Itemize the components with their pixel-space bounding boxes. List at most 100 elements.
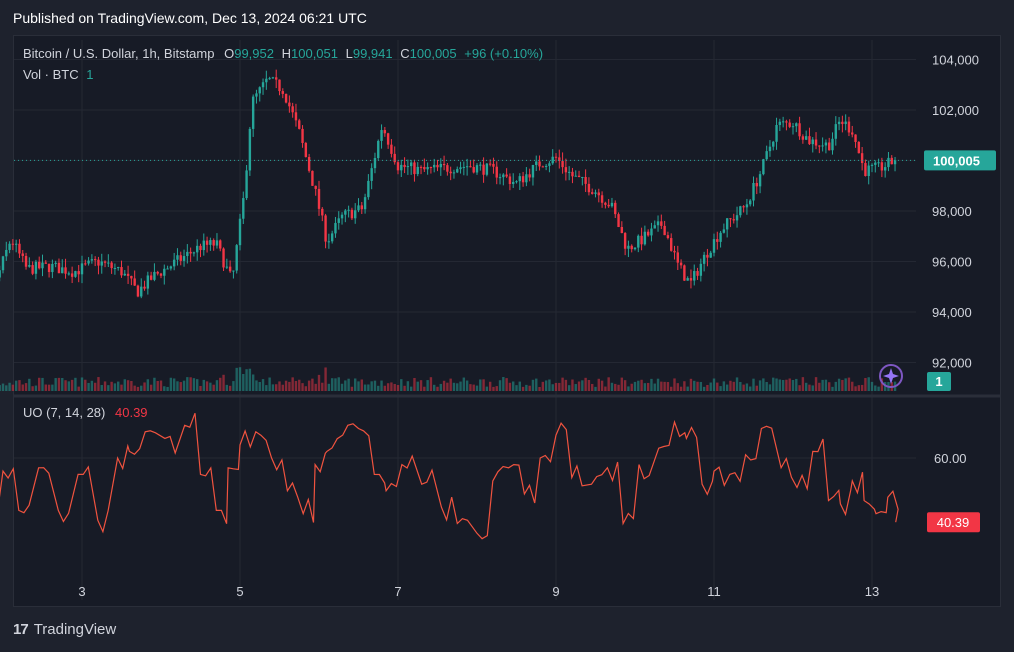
candle-body bbox=[235, 245, 238, 271]
candle-body bbox=[893, 160, 897, 165]
candle-body bbox=[255, 93, 258, 97]
volume-bar bbox=[449, 378, 452, 391]
candle-body bbox=[423, 166, 426, 170]
candle-body bbox=[28, 265, 31, 267]
candle-body bbox=[485, 163, 489, 175]
candle-body bbox=[304, 142, 308, 157]
volume-bar bbox=[492, 386, 495, 391]
candle-body bbox=[113, 268, 117, 270]
time-axis: 3 5 7 9 11 13 bbox=[78, 584, 879, 599]
candle-body bbox=[824, 142, 828, 146]
candle-body bbox=[808, 136, 811, 145]
volume-bar bbox=[472, 384, 475, 391]
symbol-title[interactable]: Bitcoin / U.S. Dollar, 1h, Bitstamp bbox=[23, 46, 215, 61]
candle-body bbox=[725, 218, 729, 230]
candle-body bbox=[429, 167, 433, 169]
volume-bar bbox=[567, 385, 571, 391]
candle-body bbox=[67, 273, 71, 275]
candle-body bbox=[205, 240, 209, 245]
volume-bar bbox=[617, 384, 620, 391]
candle-body bbox=[610, 202, 614, 207]
price-tick-label: 104,000 bbox=[932, 53, 979, 68]
candle-body bbox=[373, 158, 377, 169]
volume-bar bbox=[712, 378, 716, 391]
volume-bar bbox=[488, 381, 492, 391]
volume-bar bbox=[574, 384, 577, 391]
candle-body bbox=[146, 275, 150, 289]
volume-bar bbox=[354, 378, 357, 391]
volume-bar bbox=[600, 380, 604, 391]
volume-bar bbox=[544, 380, 548, 391]
candle-body bbox=[238, 218, 242, 246]
volume-bar bbox=[867, 377, 870, 391]
volume-bar bbox=[57, 377, 61, 391]
volume-bar bbox=[587, 380, 591, 391]
volume-bar bbox=[202, 379, 205, 391]
candle-body bbox=[143, 286, 146, 289]
volume-bar bbox=[38, 377, 41, 391]
oscillator-line bbox=[0, 412, 899, 540]
candle-body bbox=[31, 265, 34, 274]
volume-label[interactable]: Vol · BTC bbox=[23, 67, 79, 82]
volume-bar bbox=[199, 385, 202, 391]
candle-body bbox=[679, 262, 683, 266]
candle-body bbox=[475, 165, 479, 173]
candle-body bbox=[498, 177, 502, 179]
time-tick-label: 7 bbox=[394, 584, 401, 599]
candle-body bbox=[340, 214, 344, 219]
tradingview-logo[interactable]: 17 TradingView bbox=[13, 621, 116, 638]
candle-body bbox=[857, 141, 861, 154]
candle-body bbox=[604, 202, 607, 205]
volume-bar bbox=[222, 374, 225, 391]
candle-body bbox=[712, 239, 716, 253]
candle-body bbox=[140, 286, 143, 297]
volume-bar bbox=[209, 382, 212, 391]
oscillator-label[interactable]: UO (7, 14, 28) bbox=[23, 405, 106, 420]
volume-bar bbox=[653, 383, 656, 391]
volume-bar bbox=[380, 380, 383, 391]
volume-bar bbox=[709, 382, 712, 391]
candle-body bbox=[169, 266, 173, 269]
volume-bar bbox=[301, 383, 304, 391]
candle-body bbox=[380, 130, 383, 141]
volume-bar bbox=[742, 384, 745, 391]
volume-bar bbox=[841, 379, 844, 391]
volume-bar bbox=[844, 378, 847, 391]
candle-body bbox=[400, 164, 403, 171]
sparkle-icon[interactable] bbox=[879, 364, 903, 388]
candle-body bbox=[222, 248, 225, 268]
oscillator-badge-label: 40.39 bbox=[937, 515, 970, 530]
candle-body bbox=[660, 221, 663, 226]
volume-bar bbox=[117, 381, 120, 391]
candle-body bbox=[61, 267, 64, 274]
candle-body bbox=[166, 268, 169, 270]
volume-bar bbox=[87, 382, 90, 391]
volume-bar bbox=[508, 382, 512, 391]
volume-bar bbox=[51, 384, 54, 391]
candle-body bbox=[307, 156, 311, 171]
volume-bar bbox=[870, 381, 874, 391]
candle-body bbox=[643, 231, 647, 245]
volume-bar bbox=[528, 385, 531, 391]
candle-body bbox=[505, 174, 508, 177]
volume-bar bbox=[156, 380, 159, 391]
volume-bar bbox=[498, 380, 502, 391]
volume-bar bbox=[877, 386, 880, 391]
volume-bar bbox=[854, 386, 857, 391]
volume-bar bbox=[307, 380, 311, 391]
volume-bar bbox=[722, 381, 726, 391]
candle-body bbox=[551, 156, 554, 164]
volume-bar bbox=[196, 379, 199, 391]
candle-body bbox=[745, 204, 749, 208]
volume-bar bbox=[123, 379, 126, 391]
candle-body bbox=[772, 141, 775, 147]
volume-bar bbox=[248, 368, 252, 391]
candle-body bbox=[591, 192, 594, 194]
candle-body bbox=[581, 176, 584, 178]
candle-body bbox=[834, 124, 837, 139]
volume-badge bbox=[927, 372, 951, 391]
candle-body bbox=[706, 254, 709, 258]
volume-bar bbox=[716, 382, 719, 391]
candle-body bbox=[696, 271, 699, 276]
